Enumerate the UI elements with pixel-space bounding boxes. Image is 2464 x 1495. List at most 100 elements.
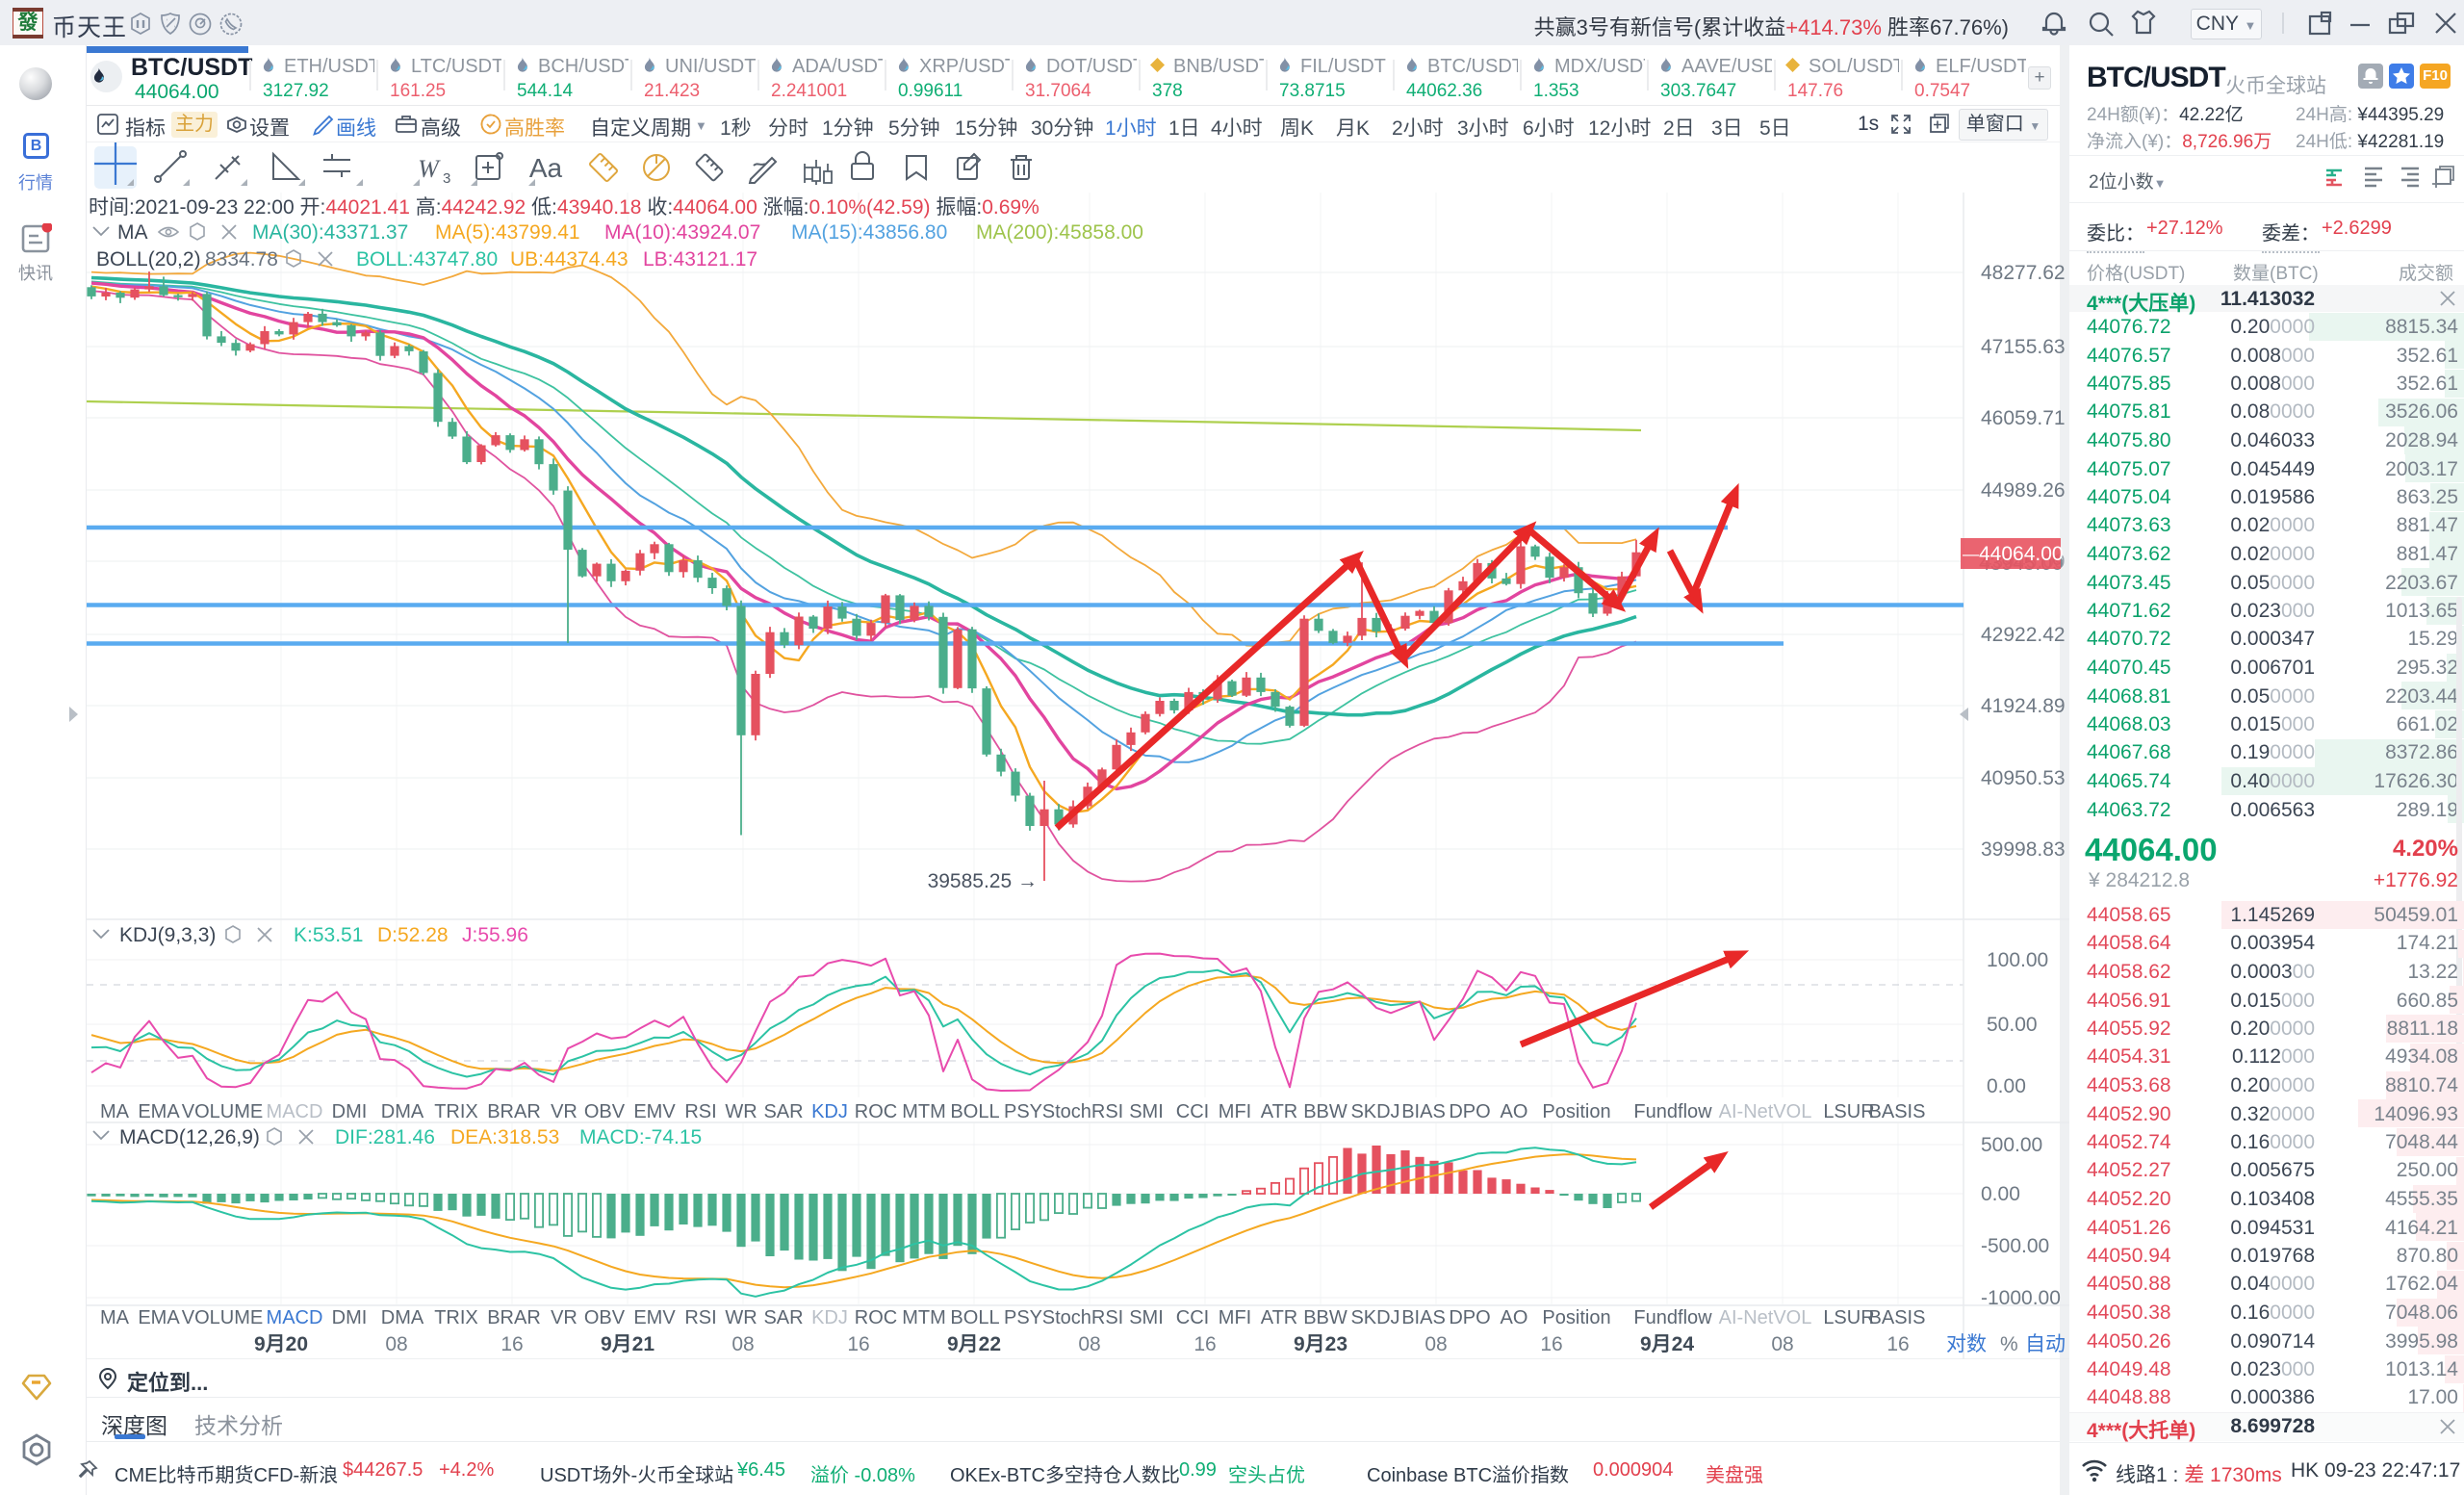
- svg-text:8334.78: 8334.78: [205, 248, 278, 271]
- svg-text:MACD(12,26,9): MACD(12,26,9): [119, 1126, 260, 1148]
- svg-text:WR: WR: [725, 1101, 757, 1122]
- svg-text:Fundflow: Fundflow: [1633, 1101, 1712, 1122]
- svg-text:9月23: 9月23: [1294, 1333, 1348, 1355]
- svg-text:MFI: MFI: [1219, 1307, 1251, 1328]
- svg-text:MA(10):43924.07: MA(10):43924.07: [604, 221, 760, 244]
- svg-text:42922.42: 42922.42: [1981, 624, 2066, 646]
- svg-text:UB:44374.43: UB:44374.43: [510, 248, 629, 271]
- svg-text:VOLUME: VOLUME: [182, 1101, 263, 1122]
- svg-text:ATR: ATR: [1261, 1307, 1298, 1328]
- svg-text:08: 08: [1424, 1333, 1447, 1355]
- svg-text:SMI: SMI: [1129, 1307, 1164, 1328]
- svg-text:J:55.96: J:55.96: [462, 924, 528, 946]
- svg-text:DMI: DMI: [332, 1101, 368, 1122]
- svg-text:DMA: DMA: [381, 1307, 424, 1328]
- svg-text:ROC: ROC: [855, 1101, 897, 1122]
- svg-text:BRAR: BRAR: [487, 1307, 541, 1328]
- svg-text:9月22: 9月22: [947, 1333, 1001, 1355]
- svg-text:TRIX: TRIX: [434, 1307, 478, 1328]
- svg-text:OBV: OBV: [584, 1307, 626, 1328]
- svg-text:%: %: [2000, 1333, 2018, 1355]
- svg-text:MA(200):45858.00: MA(200):45858.00: [976, 221, 1143, 244]
- svg-text:CCI: CCI: [1176, 1307, 1209, 1328]
- svg-text:BOLL:43747.80: BOLL:43747.80: [356, 248, 498, 271]
- svg-text:D:52.28: D:52.28: [377, 924, 449, 946]
- svg-text:9月20: 9月20: [254, 1333, 308, 1355]
- svg-text:47155.63: 47155.63: [1981, 336, 2066, 358]
- svg-text:Position: Position: [1542, 1101, 1610, 1122]
- svg-text:DIF:281.46: DIF:281.46: [335, 1126, 435, 1148]
- svg-text:KDJ: KDJ: [811, 1307, 848, 1328]
- svg-text:BASIS: BASIS: [1869, 1307, 1926, 1328]
- svg-text:K:53.51: K:53.51: [294, 924, 363, 946]
- svg-text:EMA: EMA: [138, 1307, 180, 1328]
- svg-text:AI-NetVOL: AI-NetVOL: [1719, 1101, 1812, 1122]
- svg-text:41924.89: 41924.89: [1981, 695, 2066, 717]
- svg-text:PSY: PSY: [1004, 1307, 1042, 1328]
- svg-text:—: —: [1963, 545, 1979, 563]
- svg-text:39998.83: 39998.83: [1981, 838, 2066, 861]
- svg-text:自动: 自动: [2025, 1333, 2066, 1355]
- svg-text:VR: VR: [551, 1101, 578, 1122]
- svg-text:BBW: BBW: [1303, 1307, 1348, 1328]
- svg-text:EMA: EMA: [138, 1101, 180, 1122]
- svg-text:VR: VR: [551, 1307, 578, 1328]
- svg-text:WR: WR: [725, 1307, 757, 1328]
- svg-text:16: 16: [500, 1333, 523, 1355]
- svg-text:BOLL: BOLL: [950, 1101, 999, 1122]
- svg-text:SKDJ: SKDJ: [1350, 1307, 1399, 1328]
- svg-text:40950.53: 40950.53: [1981, 767, 2066, 789]
- svg-text:100.00: 100.00: [1987, 949, 2048, 971]
- svg-text:对数: 对数: [1946, 1333, 1987, 1355]
- svg-text:MA: MA: [100, 1101, 130, 1122]
- svg-text:44989.26: 44989.26: [1981, 479, 2066, 502]
- svg-text:16: 16: [1540, 1333, 1562, 1355]
- svg-text:Position: Position: [1542, 1307, 1610, 1328]
- svg-text:DMA: DMA: [381, 1101, 424, 1122]
- svg-text:时间:2021-09-23 22:00 开:44021.4: 时间:2021-09-23 22:00 开:44021.41 高:44242.9…: [89, 196, 1040, 219]
- svg-text:MA: MA: [117, 221, 148, 244]
- svg-text:39585.25 →: 39585.25 →: [928, 870, 1038, 892]
- svg-text:0.00: 0.00: [1981, 1183, 2020, 1205]
- svg-text:-500.00: -500.00: [1981, 1235, 2049, 1257]
- svg-text:MA(5):43799.41: MA(5):43799.41: [435, 221, 580, 244]
- svg-text:LSUR: LSUR: [1823, 1307, 1874, 1328]
- svg-text:MTM: MTM: [902, 1307, 946, 1328]
- svg-text:AI-NetVOL: AI-NetVOL: [1719, 1307, 1812, 1328]
- svg-text:AO: AO: [1501, 1307, 1528, 1328]
- svg-text:StochRSI: StochRSI: [1042, 1101, 1123, 1122]
- svg-text:MACD:-74.15: MACD:-74.15: [579, 1126, 702, 1148]
- svg-text:ATR: ATR: [1261, 1101, 1298, 1122]
- svg-text:PSY: PSY: [1004, 1101, 1042, 1122]
- svg-text:LB:43121.17: LB:43121.17: [643, 248, 757, 271]
- svg-text:RSI: RSI: [684, 1101, 716, 1122]
- svg-text:MTM: MTM: [902, 1101, 946, 1122]
- svg-text:SKDJ: SKDJ: [1350, 1101, 1399, 1122]
- svg-text:0.00: 0.00: [1987, 1075, 2026, 1097]
- svg-text:BIAS: BIAS: [1401, 1101, 1446, 1122]
- svg-text:BBW: BBW: [1303, 1101, 1348, 1122]
- svg-text:9月24: 9月24: [1640, 1333, 1694, 1355]
- svg-text:16: 16: [1194, 1333, 1216, 1355]
- svg-text:08: 08: [732, 1333, 754, 1355]
- svg-text:DEA:318.53: DEA:318.53: [450, 1126, 559, 1148]
- svg-text:44064.00: 44064.00: [1979, 543, 2064, 565]
- svg-text:ROC: ROC: [855, 1307, 897, 1328]
- svg-text:BOLL(20,2): BOLL(20,2): [96, 248, 201, 271]
- svg-text:KDJ: KDJ: [811, 1101, 848, 1122]
- svg-text:CCI: CCI: [1176, 1101, 1209, 1122]
- svg-text:08: 08: [1078, 1333, 1100, 1355]
- svg-text:RSI: RSI: [684, 1307, 716, 1328]
- svg-text:3: 3: [443, 170, 450, 187]
- svg-text:MACD: MACD: [267, 1101, 323, 1122]
- svg-text:MACD: MACD: [267, 1307, 323, 1328]
- svg-text:MA(15):43856.80: MA(15):43856.80: [791, 221, 947, 244]
- svg-text:KDJ(9,3,3): KDJ(9,3,3): [119, 924, 216, 946]
- svg-text:TRIX: TRIX: [434, 1101, 478, 1122]
- svg-text:StochRSI: StochRSI: [1042, 1307, 1123, 1328]
- svg-text:LSUR: LSUR: [1823, 1101, 1874, 1122]
- svg-text:SAR: SAR: [763, 1307, 803, 1328]
- svg-text:08: 08: [385, 1333, 407, 1355]
- svg-text:EMV: EMV: [633, 1101, 676, 1122]
- svg-text:VOLUME: VOLUME: [182, 1307, 263, 1328]
